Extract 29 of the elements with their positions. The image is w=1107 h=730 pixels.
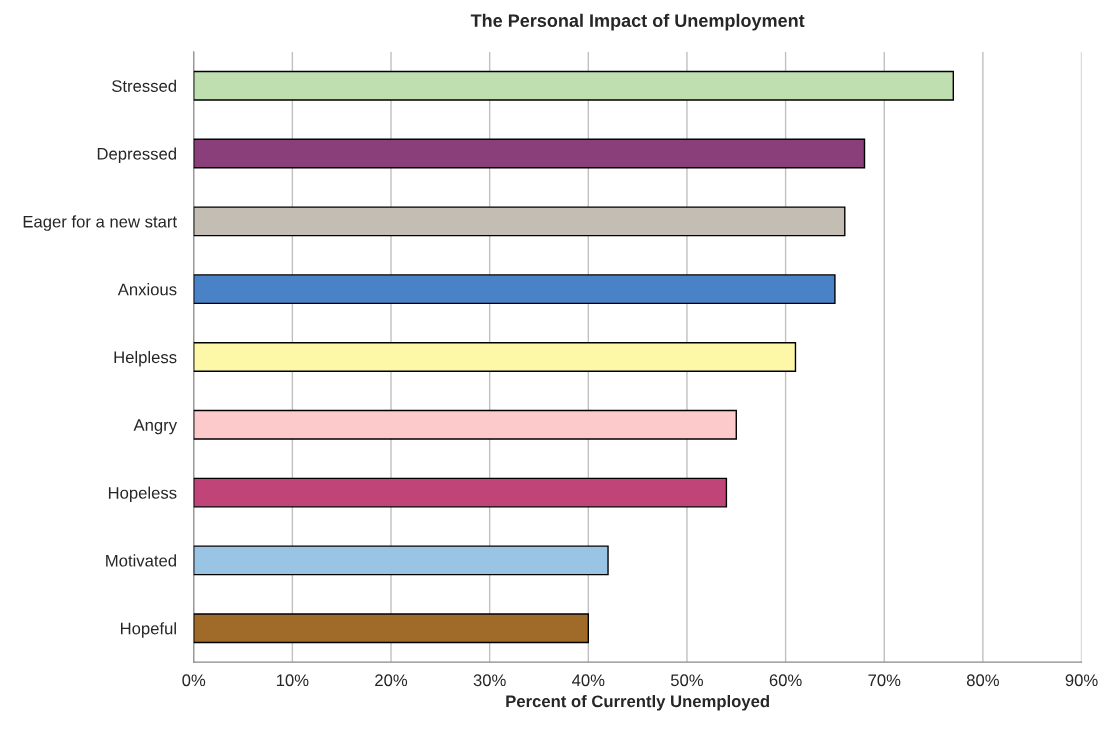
y-tick-label: Stressed	[112, 79, 176, 92]
x-tick-label: 0%	[182, 674, 206, 687]
y-tick-label: Hopeless	[108, 486, 177, 503]
bar	[193, 70, 954, 101]
bar	[193, 274, 836, 305]
y-tick-label: Motivated	[106, 554, 176, 567]
x-tick-label: 20%	[375, 674, 408, 687]
x-tick-label: 30%	[473, 674, 506, 687]
y-tick-label: Angry	[133, 419, 178, 435]
y-tick-label: Hopeful	[120, 622, 176, 638]
x-tick-label: 90%	[1065, 674, 1098, 687]
y-tick-label: Anxious	[117, 283, 177, 296]
y-tick-label: Depressed	[97, 147, 176, 164]
x-tick-label: 60%	[769, 674, 802, 687]
bar	[193, 545, 609, 576]
bar	[193, 342, 797, 372]
bar	[193, 409, 737, 440]
x-tick-label: 80%	[966, 674, 999, 687]
bar	[193, 613, 590, 644]
y-tick-label: Eager for a new start	[23, 215, 177, 231]
bar	[193, 477, 728, 508]
x-axis-title: Percent of Currently Unemployed	[506, 695, 769, 711]
x-tick-label: 40%	[572, 674, 605, 687]
bar	[193, 138, 866, 169]
y-tick-label: Helpless	[114, 350, 177, 367]
chart-title: The Personal Impact of Unemployment	[470, 13, 805, 31]
x-tick-label: 70%	[868, 674, 901, 687]
x-tick-label: 10%	[276, 674, 309, 687]
x-tick-label: 50%	[670, 674, 704, 687]
